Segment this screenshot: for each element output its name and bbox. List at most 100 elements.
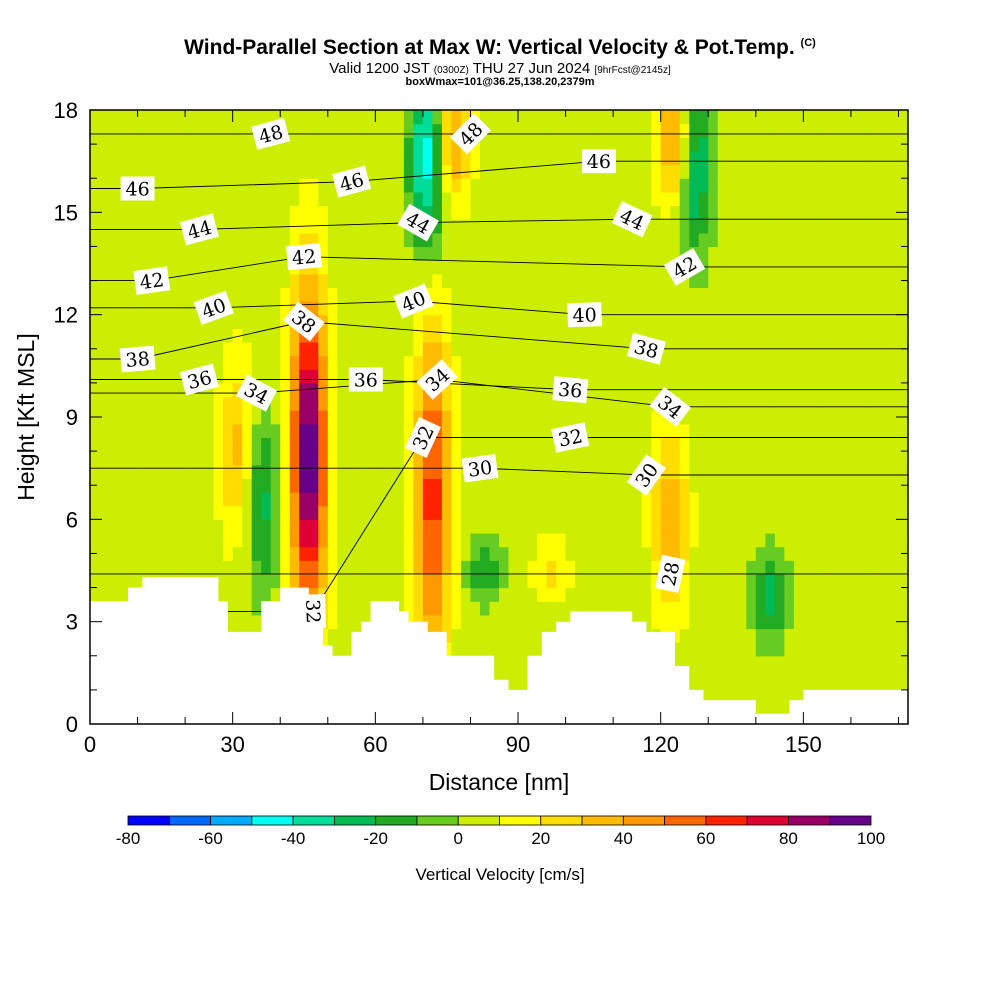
velocity-cell: [717, 451, 728, 466]
velocity-cell: [565, 123, 576, 138]
velocity-cell: [99, 410, 110, 425]
velocity-cell: [822, 478, 833, 493]
velocity-cell: [888, 492, 900, 507]
velocity-cell: [708, 232, 719, 248]
velocity-cell: [670, 464, 681, 479]
velocity-cell: [603, 110, 614, 125]
velocity-cell: [508, 546, 519, 561]
velocity-cell: [441, 423, 453, 439]
velocity-cell: [708, 423, 719, 439]
velocity-cell: [784, 110, 795, 125]
velocity-cell: [441, 573, 453, 589]
velocity-cell: [432, 219, 443, 234]
velocity-cell: [765, 464, 776, 479]
velocity-cell: [679, 601, 690, 616]
velocity-cell: [518, 587, 529, 602]
velocity-cell: [622, 287, 633, 302]
velocity-cell: [594, 478, 605, 493]
velocity-cell: [888, 587, 900, 602]
velocity-cell: [812, 273, 823, 288]
velocity-cell: [869, 355, 881, 370]
velocity-cell: [441, 150, 453, 166]
velocity-cell: [822, 205, 833, 220]
velocity-cell: [518, 287, 529, 302]
velocity-cell: [518, 478, 529, 493]
velocity-cell: [632, 178, 643, 193]
velocity-cell: [622, 423, 633, 439]
velocity-cell: [489, 587, 500, 602]
velocity-cell: [375, 341, 386, 357]
velocity-cell: [860, 560, 871, 575]
velocity-cell: [147, 150, 158, 166]
velocity-cell: [812, 560, 823, 575]
velocity-cell: [470, 382, 481, 398]
velocity-cell: [479, 341, 491, 357]
velocity-cell: [175, 205, 186, 220]
velocity-cell: [755, 492, 766, 507]
velocity-cell: [850, 546, 862, 561]
velocity-cell: [109, 150, 120, 166]
velocity-cell: [384, 560, 395, 575]
velocity-cell: [137, 260, 148, 275]
velocity-cell: [670, 587, 681, 602]
velocity-cell: [556, 532, 567, 548]
velocity-cell: [888, 314, 900, 329]
velocity-cell: [432, 273, 443, 288]
velocity-cell: [584, 246, 595, 261]
velocity-cell: [432, 341, 443, 357]
theta-label-group: 42: [133, 266, 171, 295]
velocity-cell: [384, 301, 395, 316]
velocity-cell: [651, 314, 662, 329]
velocity-cell: [346, 260, 357, 275]
velocity-cell: [280, 341, 291, 357]
velocity-cell: [698, 369, 709, 384]
velocity-cell: [556, 519, 567, 534]
velocity-cell: [356, 123, 367, 138]
velocity-cell: [204, 396, 215, 411]
velocity-cell: [384, 150, 395, 166]
velocity-cell: [765, 410, 776, 425]
velocity-cell: [812, 164, 823, 179]
velocity-cell: [613, 587, 624, 602]
velocity-cell: [308, 150, 319, 166]
velocity-cell: [651, 423, 662, 439]
velocity-cell: [451, 614, 462, 630]
velocity-cell: [565, 478, 576, 493]
velocity-cell: [727, 642, 738, 657]
velocity-cell: [261, 519, 272, 534]
velocity-cell: [175, 437, 186, 452]
velocity-cell: [518, 505, 529, 520]
velocity-cell: [299, 451, 310, 466]
velocity-cell: [280, 532, 291, 548]
colorbar-swatch: [127, 815, 170, 826]
velocity-cell: [213, 560, 224, 575]
velocity-cell: [223, 232, 234, 248]
velocity-cell: [232, 110, 243, 125]
velocity-cell: [403, 328, 414, 343]
velocity-cell: [384, 478, 395, 493]
velocity-cell: [499, 314, 510, 329]
velocity-cell: [765, 669, 776, 684]
velocity-cell: [812, 396, 823, 411]
velocity-cell: [841, 178, 852, 193]
velocity-cell: [822, 191, 833, 207]
velocity-cell: [812, 287, 823, 302]
velocity-cell: [118, 137, 129, 152]
velocity-cell: [527, 587, 538, 602]
velocity-cell: [822, 655, 833, 671]
colorbar-swatch: [210, 815, 253, 826]
velocity-cell: [460, 191, 472, 207]
velocity-cell: [156, 478, 167, 493]
velocity-cell: [223, 287, 234, 302]
velocity-cell: [499, 287, 510, 302]
velocity-cell: [280, 110, 291, 125]
velocity-cell: [422, 410, 434, 425]
velocity-cell: [270, 451, 281, 466]
velocity-cell: [451, 219, 462, 234]
velocity-cell: [185, 492, 196, 507]
velocity-cell: [337, 628, 348, 643]
velocity-cell: [213, 150, 224, 166]
velocity-cell: [232, 328, 243, 343]
velocity-cell: [898, 505, 908, 520]
velocity-cell: [403, 314, 414, 329]
